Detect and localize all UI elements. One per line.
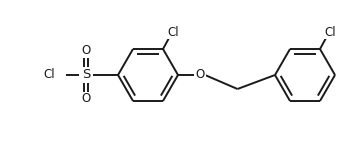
Text: Cl: Cl xyxy=(324,26,336,39)
Text: Cl: Cl xyxy=(43,68,55,81)
Text: S: S xyxy=(82,69,90,81)
Text: Cl: Cl xyxy=(167,26,179,39)
Text: O: O xyxy=(82,93,91,105)
Text: O: O xyxy=(82,45,91,57)
Text: O: O xyxy=(195,69,205,81)
